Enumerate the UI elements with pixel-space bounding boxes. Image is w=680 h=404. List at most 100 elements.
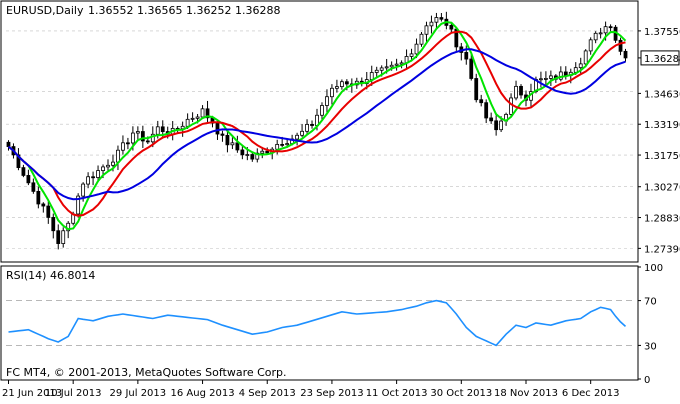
candle-body: [489, 117, 494, 122]
candle-body: [384, 66, 389, 69]
candle-body: [374, 69, 379, 73]
x-tick-label: 29 Jul 2013: [110, 388, 167, 399]
candle-body: [16, 154, 21, 169]
moving-average-line: [7, 48, 626, 201]
candle-body: [150, 133, 155, 143]
candle-body: [195, 116, 200, 119]
candle-body: [76, 195, 81, 215]
last-price-label: 1.36288: [644, 54, 680, 65]
candle-body: [603, 26, 608, 34]
candle-body: [86, 176, 90, 185]
x-tick-label: 21 Jun 2013: [2, 388, 62, 399]
candle-body: [474, 78, 479, 101]
candle-body: [479, 99, 484, 104]
candle-body: [145, 140, 150, 143]
candle-body: [578, 63, 583, 69]
candle-body: [126, 142, 130, 145]
candle-body: [399, 62, 404, 65]
x-tick-label: 10 Jul 2013: [45, 388, 102, 399]
candle-body: [424, 25, 429, 35]
candle-body: [250, 154, 255, 160]
candle-body: [484, 102, 489, 119]
x-tick-label: 4 Sep 2013: [239, 388, 296, 399]
candle-body: [544, 77, 548, 80]
candle-body: [160, 126, 165, 132]
candle-body: [608, 26, 613, 29]
candle-body: [469, 58, 474, 79]
rsi-label: RSI(14) 46.8014: [6, 269, 95, 282]
candle-body: [265, 150, 270, 154]
candle-body: [588, 39, 593, 52]
candle-body: [618, 39, 623, 52]
candle-body: [583, 50, 588, 65]
candle-body: [280, 144, 285, 146]
candle-body: [593, 32, 598, 41]
candle-body: [275, 144, 280, 150]
candle-body: [21, 167, 26, 176]
candle-body: [116, 149, 120, 163]
candle-body: [56, 230, 61, 244]
candle-body: [335, 86, 339, 89]
moving-average-line: [7, 30, 626, 217]
candle-body: [499, 120, 504, 131]
candle-body: [220, 133, 225, 136]
x-tick-label: 6 Dec 2013: [562, 388, 620, 399]
candle-body: [464, 52, 469, 60]
candle-body: [519, 85, 523, 96]
candle-body: [389, 64, 394, 68]
candle-body: [310, 123, 314, 126]
x-tick-label: 11 Oct 2013: [366, 388, 428, 399]
y-tick-label: 1.30270: [644, 183, 680, 194]
y-tick-label: 1.34630: [644, 89, 680, 100]
candle-body: [91, 176, 95, 179]
candle-body: [130, 132, 135, 144]
candle-body: [26, 175, 31, 184]
rsi-y-tick-label: 0: [644, 375, 650, 386]
x-tick-label: 18 Nov 2013: [494, 388, 558, 399]
candle-body: [46, 205, 51, 218]
candle-body: [41, 203, 46, 207]
last-price-box: [640, 50, 680, 66]
moving-average-line: [7, 20, 627, 231]
candle-body: [598, 32, 603, 35]
candle-body: [155, 126, 160, 135]
rsi-y-tick-label: 100: [644, 263, 663, 274]
candle-body: [419, 33, 424, 45]
candle-body: [409, 53, 414, 57]
candle-body: [81, 183, 86, 197]
candle-body: [394, 63, 399, 66]
candle-body: [260, 150, 265, 154]
candle-body: [140, 131, 145, 142]
symbol-label: EURUSD,Daily: [6, 4, 84, 17]
candle-body: [6, 141, 11, 147]
candle-body: [185, 118, 190, 127]
candle-body: [240, 149, 245, 156]
candle-body: [230, 142, 235, 146]
candle-body: [61, 230, 66, 244]
x-tick-label: 16 Aug 2013: [171, 388, 235, 399]
candle-body: [623, 50, 628, 59]
candle-body: [190, 117, 195, 120]
candle-body: [320, 105, 324, 116]
candle-body: [36, 190, 41, 205]
candle-body: [379, 67, 384, 71]
candle-body: [429, 21, 434, 27]
candle-body: [414, 43, 419, 55]
candle-body: [135, 131, 140, 134]
candle-body: [285, 143, 290, 146]
candle-body: [235, 142, 240, 151]
candle-body: [339, 81, 344, 88]
candle-body: [101, 166, 105, 171]
candle-body: [255, 152, 260, 160]
candle-body: [494, 120, 499, 131]
candle-body: [121, 142, 125, 151]
candle-body: [106, 164, 110, 168]
candle-body: [558, 71, 563, 80]
candle-body: [31, 182, 36, 192]
candle-body: [548, 75, 553, 79]
candle-body: [215, 122, 220, 135]
candle-body: [369, 72, 374, 80]
candle-body: [330, 87, 334, 98]
candle-body: [295, 134, 299, 140]
